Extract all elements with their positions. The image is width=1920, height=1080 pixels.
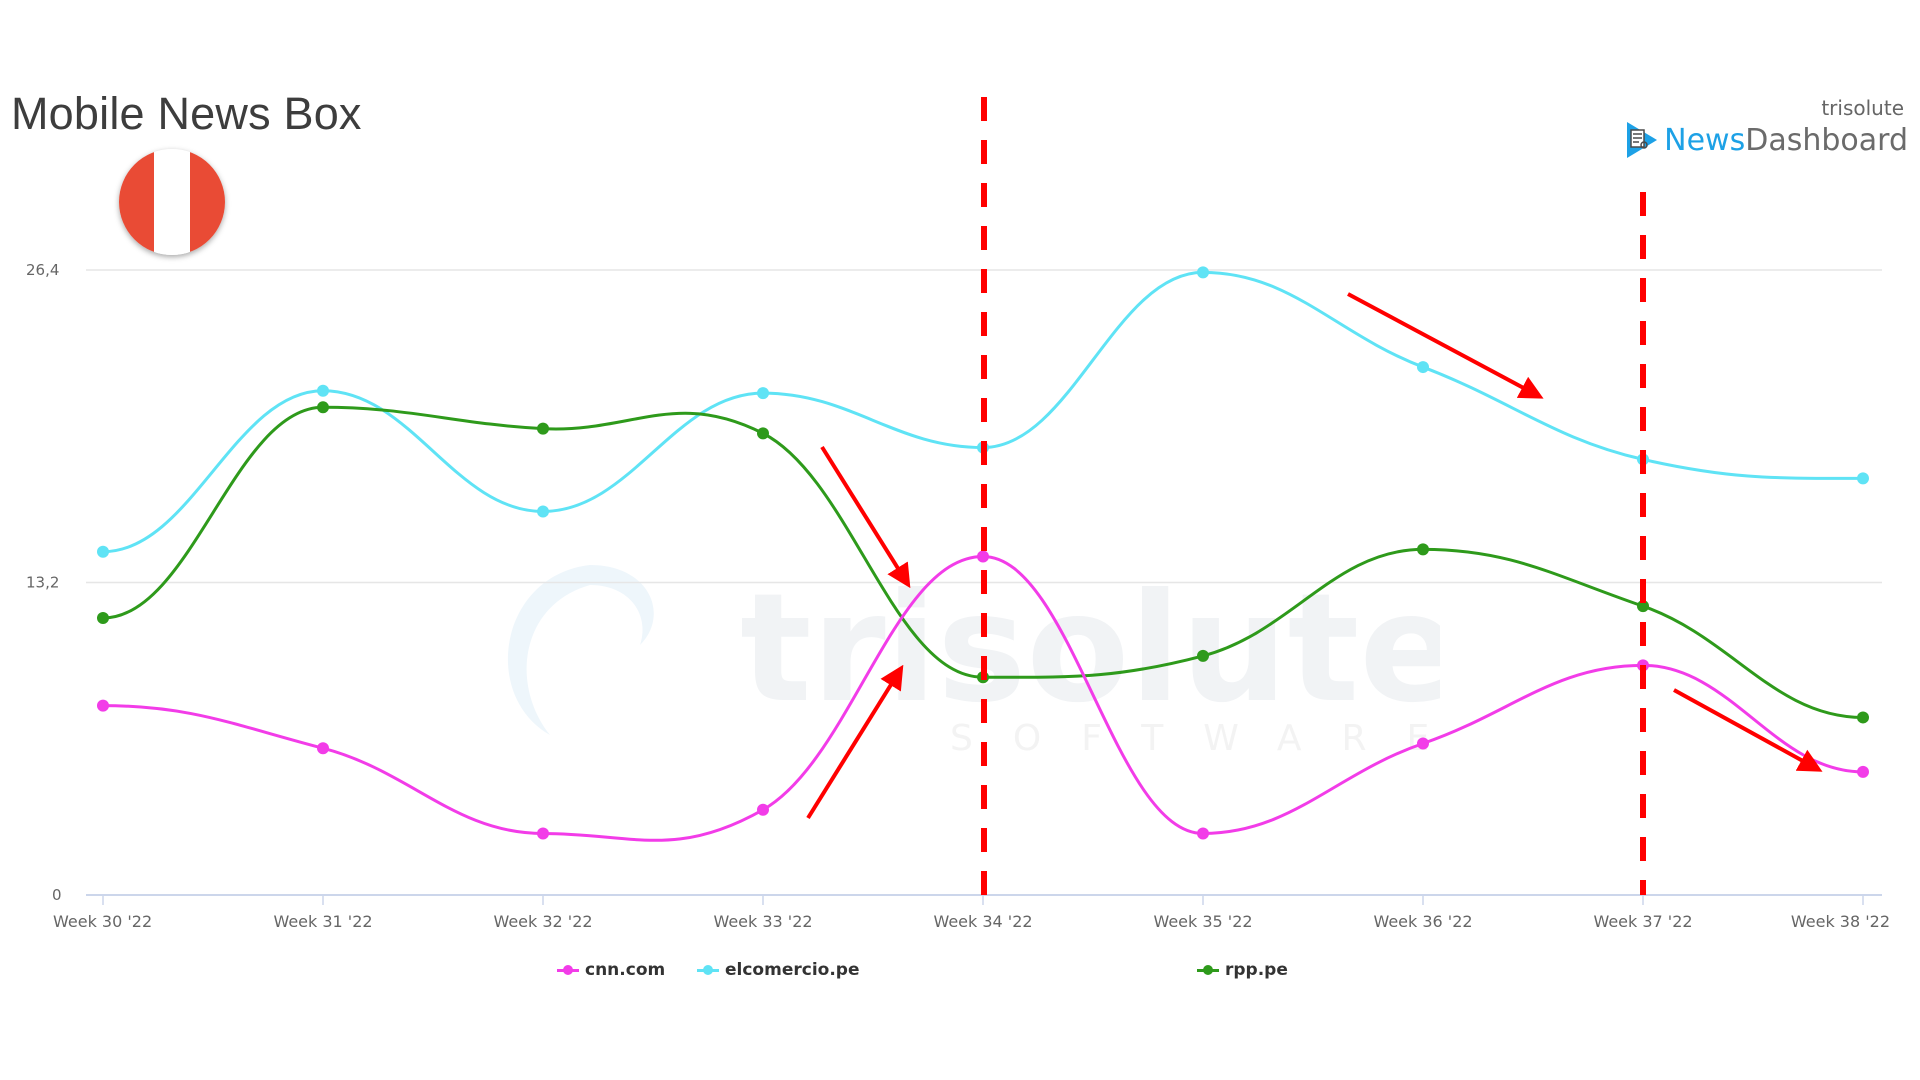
legend-label: rpp.pe <box>1225 960 1288 980</box>
x-axis-tick-label: Week 30 '22 <box>53 912 152 931</box>
legend-item-rpp-pe[interactable]: rpp.pe <box>1197 960 1288 980</box>
legend-marker-icon <box>1197 964 1219 976</box>
series-line <box>102 554 1864 842</box>
data-point[interactable] <box>97 545 109 558</box>
data-point[interactable] <box>97 699 109 712</box>
x-axis-tick-label: Week 31 '22 <box>273 912 372 931</box>
legend-label: elcomercio.pe <box>725 960 860 980</box>
legend-marker-icon <box>697 964 719 976</box>
series-line <box>102 270 1864 554</box>
data-point[interactable] <box>757 427 769 440</box>
data-point[interactable] <box>757 803 769 816</box>
page-title: Mobile News Box <box>11 88 362 139</box>
legend-item-cnn-com[interactable]: cnn.com <box>557 960 665 980</box>
data-point[interactable] <box>317 384 329 397</box>
y-axis-tick-label: 0 <box>52 886 62 904</box>
data-point[interactable] <box>537 827 549 840</box>
x-axis-tick-label: Week 33 '22 <box>713 912 812 931</box>
data-point[interactable] <box>537 422 549 435</box>
data-point[interactable] <box>1857 711 1869 724</box>
x-axis-tick-label: Week 36 '22 <box>1373 912 1472 931</box>
red-arrow-icon <box>806 664 904 820</box>
data-point[interactable] <box>1417 361 1429 374</box>
flag-band-center <box>154 149 190 255</box>
news-document-play-icon <box>1627 122 1658 158</box>
data-point[interactable] <box>317 401 329 414</box>
x-axis-tick-label: Week 35 '22 <box>1153 912 1252 931</box>
data-point[interactable] <box>1197 649 1209 662</box>
series-rpp-pe <box>97 401 1869 724</box>
chart-legend: cnn.com elcomercio.pe rpp.pe <box>0 960 1920 990</box>
red-arrow-icon <box>820 445 911 589</box>
y-axis-tick-label: 13,2 <box>26 574 59 592</box>
legend-marker-icon <box>557 964 579 976</box>
logo-brand-news: News <box>1664 122 1746 158</box>
y-axis-tick-label: 26,4 <box>26 261 59 279</box>
data-point[interactable] <box>1857 765 1869 778</box>
x-axis-tick-label: Week 37 '22 <box>1593 912 1692 931</box>
logo-brand-small: trisolute <box>1821 96 1904 120</box>
data-point[interactable] <box>537 505 549 518</box>
legend-label: cnn.com <box>585 960 666 980</box>
newsdashboard-logo: trisolute News Dashboard <box>1624 96 1908 160</box>
data-point[interactable] <box>1197 266 1209 279</box>
data-point[interactable] <box>317 742 329 755</box>
x-axis-tick-label: Week 32 '22 <box>493 912 592 931</box>
x-axis-tick-label: Week 38 '22 <box>1791 912 1890 931</box>
red-arrow-icon <box>1673 688 1823 772</box>
legend-item-elcomercio-pe[interactable]: elcomercio.pe <box>697 960 859 980</box>
series-line <box>102 405 1864 719</box>
logo-brand-dashboard: Dashboard <box>1745 122 1908 158</box>
x-axis-tick-label: Week 34 '22 <box>933 912 1032 931</box>
data-point[interactable] <box>1857 472 1869 485</box>
data-point[interactable] <box>1417 737 1429 750</box>
data-point[interactable] <box>97 612 109 625</box>
data-point[interactable] <box>1417 543 1429 556</box>
data-point[interactable] <box>977 550 989 563</box>
data-point[interactable] <box>1197 827 1209 840</box>
data-point[interactable] <box>1637 600 1649 613</box>
red-arrow-icon <box>1347 292 1544 399</box>
data-point[interactable] <box>757 387 769 400</box>
